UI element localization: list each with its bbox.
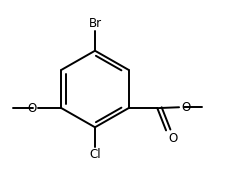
Text: Br: Br — [88, 17, 102, 30]
Text: O: O — [168, 132, 177, 145]
Text: O: O — [27, 102, 36, 115]
Text: O: O — [181, 101, 190, 114]
Text: Cl: Cl — [89, 148, 101, 161]
